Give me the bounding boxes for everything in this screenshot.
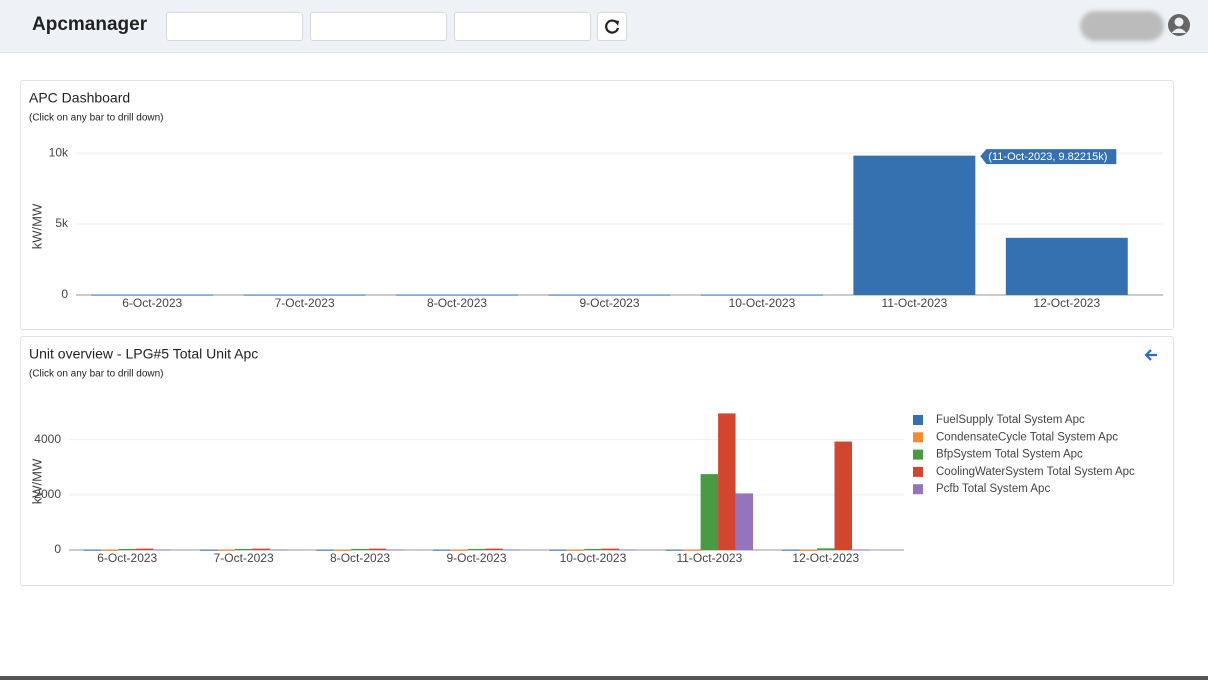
bar[interactable] (1005, 237, 1128, 295)
bar[interactable] (718, 413, 736, 550)
x-tick-label: 9-Oct-2023 (579, 296, 639, 310)
bar[interactable] (450, 549, 468, 551)
bar[interactable] (619, 549, 637, 551)
footer-bar (0, 676, 1208, 680)
dropdown[interactable] (454, 12, 591, 41)
legend-label[interactable]: CoolingWaterSystem Total System Apc (936, 466, 1135, 478)
app-title: Apcmanager (32, 14, 148, 35)
y-tick-label: 2000 (34, 487, 61, 501)
legend-swatch (913, 484, 923, 495)
bar[interactable] (601, 548, 620, 550)
legend-label[interactable]: Pcfb Total System Apc (936, 483, 1050, 495)
user-name[interactable] (1080, 11, 1164, 41)
chart: Unit overview - LPG#5 Total Unit Apc (Cli… (29, 346, 1157, 565)
x-tick-label: 8-Oct-2023 (330, 551, 390, 565)
bar[interactable] (432, 549, 451, 551)
bar[interactable] (316, 549, 334, 551)
y-tick-label: 0 (61, 287, 68, 301)
tooltip-box (980, 149, 1117, 165)
bar[interactable] (584, 548, 602, 550)
y-tick-label: 4000 (34, 432, 61, 446)
y-axis-label: kW/MW (29, 203, 44, 249)
bar[interactable] (269, 549, 288, 551)
bar[interactable] (83, 549, 102, 551)
bar[interactable] (665, 549, 684, 551)
x-tick-label: 12-Oct-2023 (1033, 296, 1100, 310)
bar[interactable] (467, 548, 486, 550)
chart-title: Unit overview - LPG#5 Total Unit Apc (29, 346, 258, 362)
bar[interactable] (782, 549, 800, 551)
bar[interactable] (351, 548, 369, 550)
bar[interactable] (333, 549, 352, 551)
bar[interactable] (799, 549, 818, 551)
bar[interactable] (118, 548, 136, 550)
legend-swatch (913, 449, 923, 460)
chart-subtitle: (Click on any bar to drill down) (29, 113, 164, 124)
legend-swatch (913, 415, 923, 425)
bar[interactable] (101, 549, 119, 551)
bar[interactable] (91, 294, 214, 296)
x-tick-label: 10-Oct-2023 (729, 296, 796, 310)
bar[interactable] (851, 549, 870, 551)
bar[interactable] (549, 549, 567, 551)
x-tick-label: 11-Oct-2023 (676, 551, 742, 565)
bar[interactable] (386, 549, 404, 551)
x-tick-label: 7-Oct-2023 (275, 296, 335, 310)
x-tick-label: 6-Oct-2023 (97, 551, 157, 565)
bar[interactable] (243, 294, 366, 296)
dropdown[interactable] (166, 12, 303, 41)
bar[interactable] (834, 441, 852, 550)
legend-label[interactable]: FuelSupply Total System Apc (936, 414, 1085, 426)
legend-swatch (913, 466, 923, 477)
y-tick-label: 5k (55, 216, 69, 230)
legend-label[interactable]: CondensateCycle Total System Apc (936, 431, 1118, 443)
bar[interactable] (199, 549, 218, 551)
chart: APC Dashboard (Click on any bar to drill … (29, 90, 1163, 310)
header: Apcmanager (0, 0, 1208, 53)
legend-swatch (913, 432, 923, 443)
bar[interactable] (217, 549, 235, 551)
bar[interactable] (700, 474, 719, 550)
unit-overview-card: Unit overview - LPG#5 Total Unit Apc (Cli… (20, 336, 1174, 586)
bar[interactable] (735, 493, 754, 550)
legend-label[interactable]: BfpSystem Total System Apc (936, 449, 1083, 461)
bar[interactable] (548, 294, 671, 296)
x-tick-label: 6-Oct-2023 (122, 296, 182, 310)
bar[interactable] (700, 294, 823, 296)
y-axis-label: kW/MW (29, 458, 44, 504)
chart-subtitle: (Click on any bar to drill down) (29, 369, 164, 380)
back-arrow[interactable] (1144, 349, 1157, 361)
bar[interactable] (683, 549, 701, 551)
y-tick-label: 10k (49, 145, 69, 159)
bar[interactable] (153, 549, 171, 551)
bar[interactable] (396, 294, 519, 296)
apc-dashboard-card: APC Dashboard (Click on any bar to drill … (20, 80, 1174, 330)
tooltip-text: (11-Oct-2023, 9.82215k) (988, 151, 1107, 163)
bar[interactable] (566, 549, 585, 551)
x-tick-label: 9-Oct-2023 (446, 551, 506, 565)
user-avatar[interactable] (1167, 12, 1191, 38)
bar[interactable] (252, 548, 270, 550)
bar[interactable] (817, 548, 835, 550)
bar[interactable] (234, 548, 253, 550)
dropdown[interactable] (310, 12, 447, 41)
x-tick-label: 8-Oct-2023 (427, 296, 487, 310)
refresh-icon (605, 19, 620, 34)
x-tick-label: 10-Oct-2023 (560, 551, 627, 565)
refresh-button[interactable] (597, 12, 627, 41)
x-tick-label: 12-Oct-2023 (792, 551, 859, 565)
x-tick-label: 11-Oct-2023 (881, 296, 947, 310)
y-tick-label: 0 (54, 542, 61, 556)
bar[interactable] (853, 155, 976, 295)
bar[interactable] (368, 548, 387, 550)
bar[interactable] (485, 548, 503, 550)
chart-title: APC Dashboard (29, 90, 130, 106)
x-tick-label: 7-Oct-2023 (214, 551, 274, 565)
bar[interactable] (502, 549, 521, 551)
bar[interactable] (135, 548, 154, 550)
